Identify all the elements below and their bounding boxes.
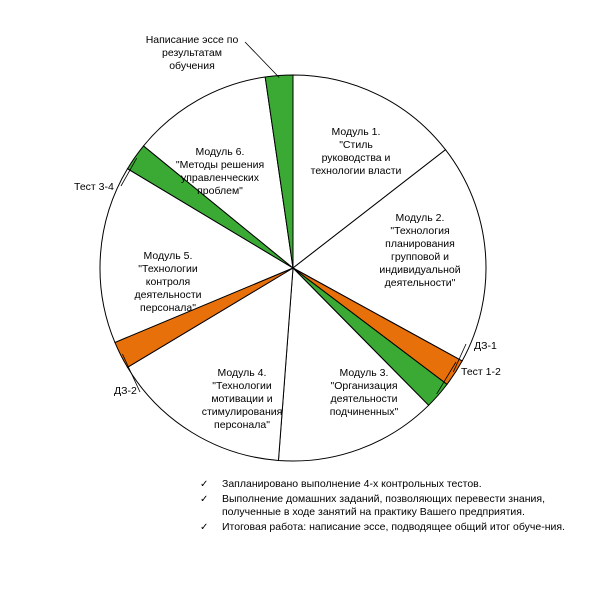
checkmark-icon: ✓ xyxy=(200,479,209,490)
slice-module2 xyxy=(292,149,487,362)
slice-module3 xyxy=(277,266,430,462)
checkmark-icon: ✓ xyxy=(200,494,209,505)
note-text: Итоговая работа: написание эссе, подводя… xyxy=(222,521,565,533)
note-text: Запланировано выполнение 4-х контрольных… xyxy=(222,478,482,490)
label-dz2: ДЗ-2 xyxy=(114,385,137,397)
leader-line-dz2 xyxy=(122,354,141,393)
leader-line-dz1 xyxy=(452,343,467,373)
checkmark-icon: ✓ xyxy=(200,522,209,533)
slice-module1 xyxy=(292,74,447,270)
note-item: ✓ Запланировано выполнение 4-х контрольн… xyxy=(200,478,585,491)
label-dz1: ДЗ-1 xyxy=(474,340,497,352)
leader-line-test12 xyxy=(436,361,457,395)
notes-list: ✓ Запланировано выполнение 4-х контрольн… xyxy=(200,478,585,536)
note-text: Выполнение домашних заданий, позволяющих… xyxy=(222,493,546,518)
label-module6: Модуль 6. "Методы решения управленческих… xyxy=(175,146,265,197)
label-module2: Модуль 2. "Технология планирования групп… xyxy=(379,212,461,289)
label-module4: Модуль 4. "Технологии мотивации и стимул… xyxy=(201,367,283,431)
label-essay: Написание эссе по результатам обучения xyxy=(145,34,239,72)
label-module3: Модуль 3. "Организация деятельности подч… xyxy=(329,367,399,418)
leader-line-test34 xyxy=(120,158,138,187)
slice-module4 xyxy=(126,267,294,461)
note-item: ✓ Итоговая работа: написание эссе, подво… xyxy=(200,521,585,534)
slice-essay xyxy=(264,74,294,269)
slice-module6 xyxy=(142,76,294,270)
label-module5: Модуль 5. "Технологии контроля деятельно… xyxy=(134,250,202,314)
label-test12: Тест 1-2 xyxy=(461,366,501,378)
label-module1: Модуль 1. "Стиль руководства и технологи… xyxy=(310,126,402,177)
note-item: ✓ Выполнение домашних заданий, позволяющ… xyxy=(200,493,585,519)
slice-module5 xyxy=(99,168,295,344)
label-test34: Тест 3-4 xyxy=(74,181,114,193)
leader-line-essay xyxy=(244,41,280,78)
